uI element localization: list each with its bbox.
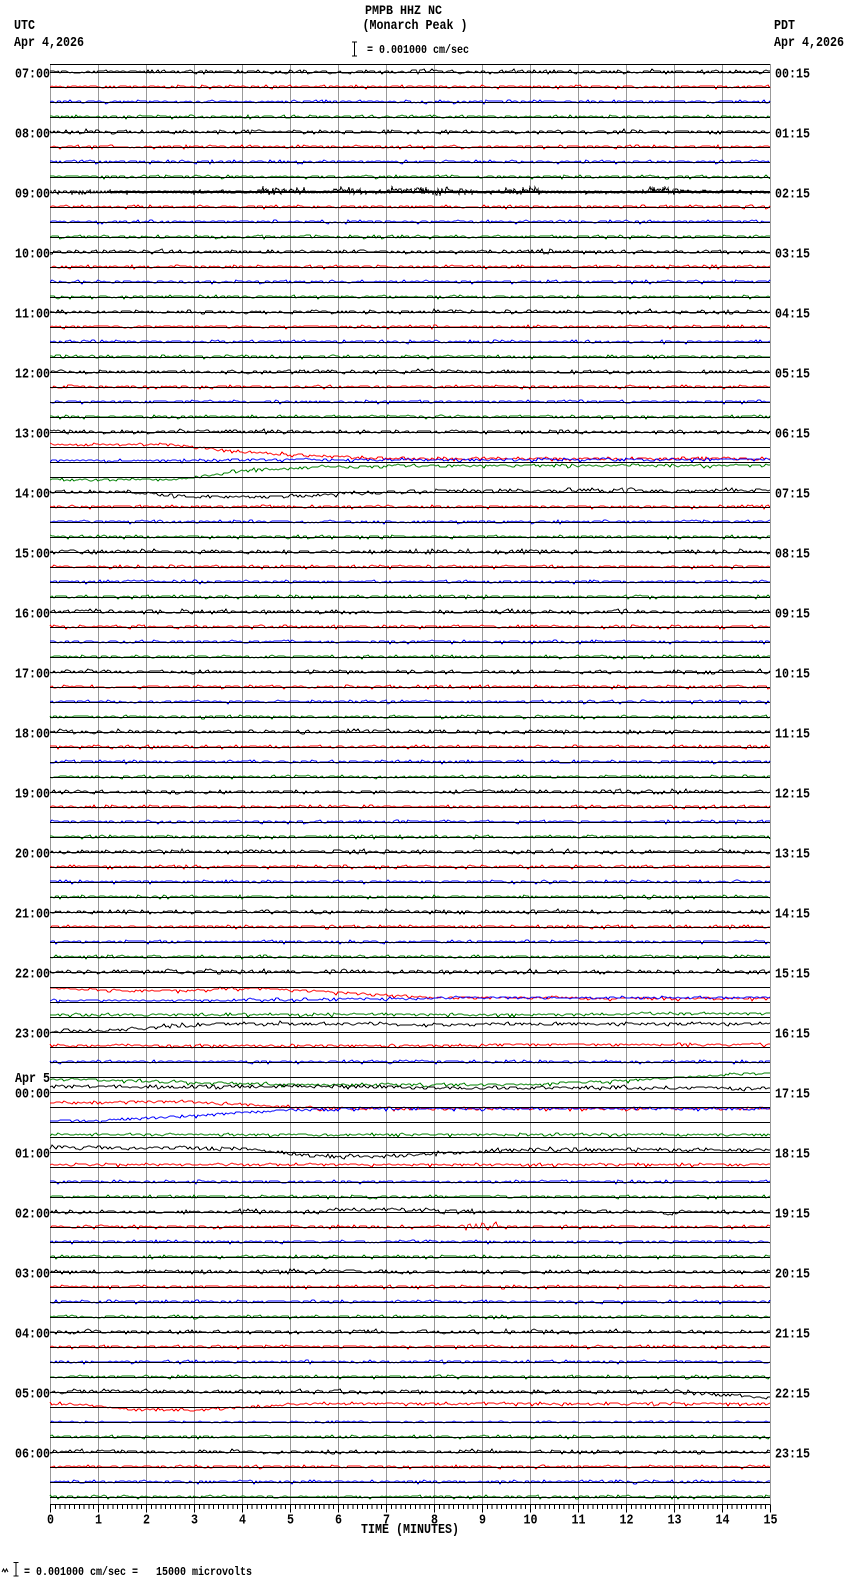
svg-text:23:15: 23:15 bbox=[775, 1447, 810, 1463]
svg-text:20:15: 20:15 bbox=[775, 1267, 810, 1283]
svg-text:04:15: 04:15 bbox=[775, 307, 810, 323]
svg-text:06:00: 06:00 bbox=[15, 1447, 50, 1463]
svg-text:13: 13 bbox=[668, 1513, 682, 1529]
svg-text:15:15: 15:15 bbox=[775, 967, 810, 983]
svg-text:(Monarch Peak ): (Monarch Peak ) bbox=[363, 18, 468, 34]
svg-text:06:15: 06:15 bbox=[775, 427, 810, 443]
svg-text:11:15: 11:15 bbox=[775, 727, 810, 743]
svg-text:2: 2 bbox=[143, 1513, 150, 1529]
svg-text:17:15: 17:15 bbox=[775, 1087, 810, 1103]
svg-text:10:00: 10:00 bbox=[15, 247, 50, 263]
svg-text:18:00: 18:00 bbox=[15, 727, 50, 743]
svg-text:12: 12 bbox=[620, 1513, 634, 1529]
svg-text:03:15: 03:15 bbox=[775, 247, 810, 263]
svg-text:19:15: 19:15 bbox=[775, 1207, 810, 1223]
svg-text:23:00: 23:00 bbox=[15, 1027, 50, 1043]
svg-text:13:15: 13:15 bbox=[775, 847, 810, 863]
svg-text:20:00: 20:00 bbox=[15, 847, 50, 863]
svg-text:09:15: 09:15 bbox=[775, 607, 810, 623]
svg-text:15:00: 15:00 bbox=[15, 547, 50, 563]
svg-text:03:00: 03:00 bbox=[15, 1267, 50, 1283]
svg-text:5: 5 bbox=[287, 1513, 294, 1529]
svg-text:0: 0 bbox=[47, 1513, 54, 1529]
svg-text:Apr 4,2026: Apr 4,2026 bbox=[774, 35, 844, 51]
svg-text:11:00: 11:00 bbox=[15, 307, 50, 323]
svg-text:14:00: 14:00 bbox=[15, 487, 50, 503]
svg-text:13:00: 13:00 bbox=[15, 427, 50, 443]
svg-text:12:15: 12:15 bbox=[775, 787, 810, 803]
svg-text:22:15: 22:15 bbox=[775, 1387, 810, 1403]
svg-text:PDT: PDT bbox=[774, 18, 795, 34]
svg-text:9: 9 bbox=[479, 1513, 486, 1529]
svg-text:6: 6 bbox=[335, 1513, 342, 1529]
svg-text:= 0.001000 cm/sec: = 0.001000 cm/sec bbox=[367, 44, 469, 57]
svg-text:09:00: 09:00 bbox=[15, 187, 50, 203]
svg-text:19:00: 19:00 bbox=[15, 787, 50, 803]
svg-text:Apr 4,2026: Apr 4,2026 bbox=[14, 35, 84, 51]
svg-text:22:00: 22:00 bbox=[15, 967, 50, 983]
svg-text:14: 14 bbox=[716, 1513, 730, 1529]
svg-text:17:00: 17:00 bbox=[15, 667, 50, 683]
svg-text:16:00: 16:00 bbox=[15, 607, 50, 623]
svg-text:01:15: 01:15 bbox=[775, 127, 810, 143]
svg-text:Apr 5: Apr 5 bbox=[15, 1071, 50, 1087]
svg-text:04:00: 04:00 bbox=[15, 1327, 50, 1343]
svg-text:01:00: 01:00 bbox=[15, 1147, 50, 1163]
svg-text:16:15: 16:15 bbox=[775, 1027, 810, 1043]
svg-text:UTC: UTC bbox=[14, 18, 35, 34]
svg-text:14:15: 14:15 bbox=[775, 907, 810, 923]
svg-text:11: 11 bbox=[572, 1513, 586, 1529]
svg-text:1: 1 bbox=[95, 1513, 102, 1529]
svg-text:= 0.001000 cm/sec = 15000 mi: = 0.001000 cm/sec = 15000 microvolts bbox=[24, 1566, 252, 1579]
svg-text:4: 4 bbox=[239, 1513, 246, 1529]
svg-text:07:00: 07:00 bbox=[15, 67, 50, 83]
svg-text:10: 10 bbox=[524, 1513, 538, 1529]
svg-text:21:00: 21:00 bbox=[15, 907, 50, 923]
svg-text:TIME (MINUTES): TIME (MINUTES) bbox=[361, 1522, 459, 1538]
svg-text:08:15: 08:15 bbox=[775, 547, 810, 563]
svg-text:02:15: 02:15 bbox=[775, 187, 810, 203]
svg-text:7: 7 bbox=[383, 1513, 390, 1529]
svg-text:PMPB HHZ NC: PMPB HHZ NC bbox=[365, 3, 442, 18]
svg-text:00:00: 00:00 bbox=[15, 1087, 50, 1103]
svg-text:15: 15 bbox=[764, 1513, 778, 1529]
svg-text:8: 8 bbox=[431, 1513, 438, 1529]
svg-text:05:15: 05:15 bbox=[775, 367, 810, 383]
svg-text:12:00: 12:00 bbox=[15, 367, 50, 383]
svg-text:05:00: 05:00 bbox=[15, 1387, 50, 1403]
svg-text:07:15: 07:15 bbox=[775, 487, 810, 503]
svg-text:00:15: 00:15 bbox=[775, 67, 810, 83]
svg-text:10:15: 10:15 bbox=[775, 667, 810, 683]
svg-text:21:15: 21:15 bbox=[775, 1327, 810, 1343]
svg-text:18:15: 18:15 bbox=[775, 1147, 810, 1163]
svg-text:3: 3 bbox=[191, 1513, 198, 1529]
svg-text:02:00: 02:00 bbox=[15, 1207, 50, 1223]
svg-text:08:00: 08:00 bbox=[15, 127, 50, 143]
